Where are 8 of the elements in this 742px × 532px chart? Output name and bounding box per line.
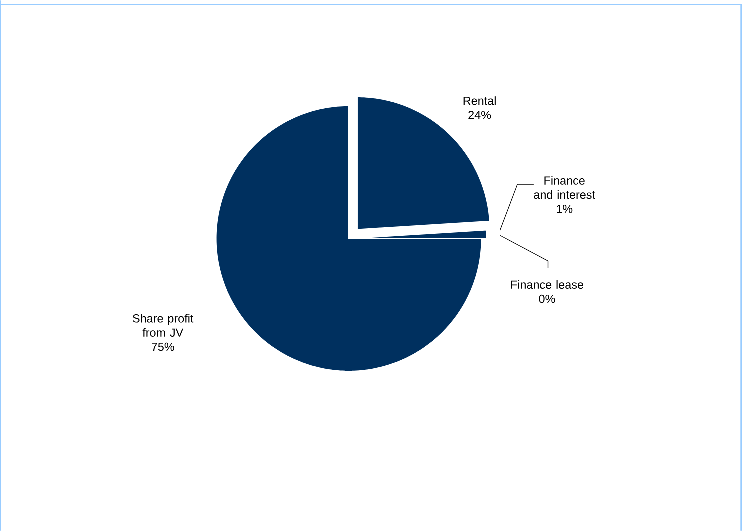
category-label: Finance lease bbox=[511, 280, 584, 290]
data-label: 24% bbox=[468, 111, 492, 120]
slice-label: Finance and interest bbox=[534, 176, 596, 200]
data-label: 75% bbox=[152, 343, 174, 352]
slice-label: Share profit from JV bbox=[133, 314, 194, 338]
slice-label: Rental bbox=[464, 96, 496, 106]
text: 0% bbox=[539, 295, 556, 304]
data-label: 1% bbox=[557, 205, 573, 214]
